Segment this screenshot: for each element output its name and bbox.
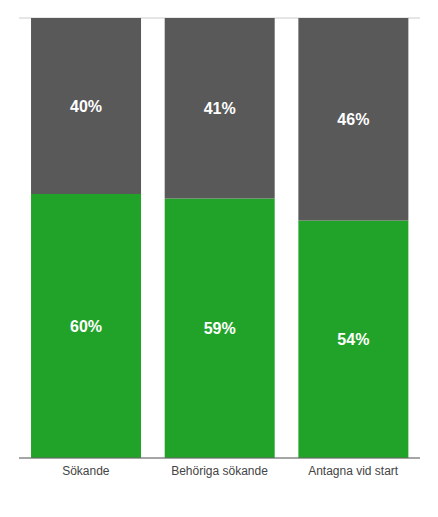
svg-text:Sökande: Sökande (62, 464, 110, 478)
svg-text:Antagna vid start: Antagna vid start (308, 464, 399, 478)
svg-text:60%: 60% (70, 318, 102, 335)
svg-text:46%: 46% (337, 111, 369, 128)
svg-text:41%: 41% (204, 100, 236, 117)
svg-text:Behöriga sökande: Behöriga sökande (171, 464, 268, 478)
svg-text:59%: 59% (204, 320, 236, 337)
svg-text:54%: 54% (337, 331, 369, 348)
svg-text:40%: 40% (70, 98, 102, 115)
